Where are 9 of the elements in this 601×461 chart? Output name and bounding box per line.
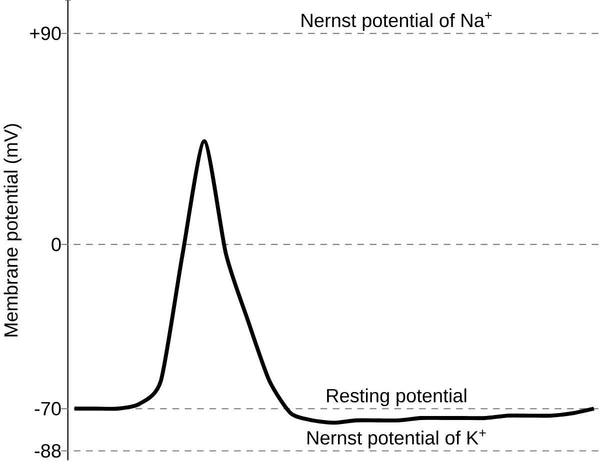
- y-tick-label: +90: [30, 26, 61, 40]
- y-tick-label: 0: [52, 238, 61, 252]
- y-tick-label: -88: [34, 444, 61, 458]
- y-axis-title: Membrane potential (mV): [4, 124, 22, 336]
- ref-line-label: Nernst potential of K$^{+}$: [308, 430, 486, 448]
- line-series: [72, 139, 596, 425]
- ref-line-label: Nernst potential of Na$^{+}$: [302, 12, 492, 31]
- y-tick-label: -70: [34, 402, 61, 416]
- ref-line-label: Resting potential: [327, 388, 466, 406]
